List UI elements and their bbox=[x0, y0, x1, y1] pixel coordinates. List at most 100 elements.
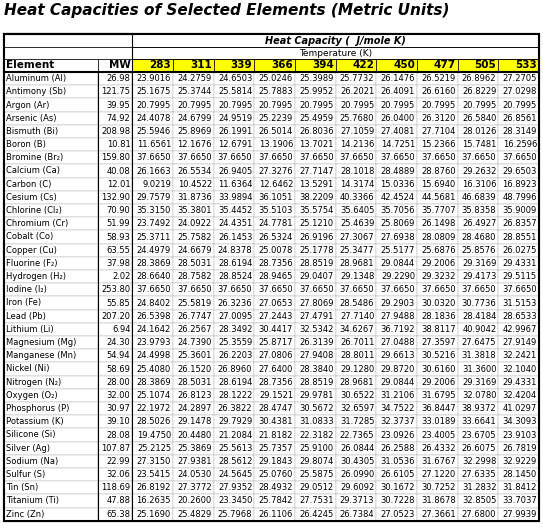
Text: 422: 422 bbox=[352, 60, 374, 70]
Bar bbox=[498, 349, 539, 363]
Text: 208.98: 208.98 bbox=[102, 127, 130, 136]
Bar bbox=[417, 191, 458, 204]
Bar bbox=[98, 178, 132, 191]
Text: 26.6075: 26.6075 bbox=[462, 444, 496, 453]
Text: 26.9405: 26.9405 bbox=[218, 166, 252, 175]
Text: 505: 505 bbox=[475, 60, 496, 70]
Text: 37.6650: 37.6650 bbox=[340, 153, 374, 162]
Bar bbox=[295, 138, 336, 151]
Text: 26.8561: 26.8561 bbox=[502, 114, 537, 123]
Text: 25.1675: 25.1675 bbox=[137, 87, 171, 96]
Text: 28.3869: 28.3869 bbox=[136, 378, 171, 387]
Bar bbox=[98, 508, 132, 521]
Bar bbox=[214, 389, 254, 402]
Bar bbox=[214, 336, 254, 349]
Bar bbox=[132, 244, 173, 257]
Text: 37.6650: 37.6650 bbox=[299, 285, 334, 294]
Bar bbox=[295, 85, 336, 99]
Bar bbox=[173, 191, 214, 204]
Bar bbox=[4, 112, 98, 125]
Text: 28.8519: 28.8519 bbox=[299, 378, 334, 387]
Bar bbox=[254, 85, 295, 99]
Text: 33.7037: 33.7037 bbox=[502, 497, 537, 506]
Text: Cesium (Cs): Cesium (Cs) bbox=[6, 193, 57, 202]
Text: 24.8402: 24.8402 bbox=[137, 298, 171, 307]
Text: 30.97: 30.97 bbox=[106, 404, 130, 413]
Bar bbox=[98, 99, 132, 112]
Bar bbox=[498, 217, 539, 231]
Bar bbox=[254, 138, 295, 151]
Text: 26.6160: 26.6160 bbox=[421, 87, 456, 96]
Bar bbox=[498, 415, 539, 428]
Bar bbox=[498, 204, 539, 217]
Bar bbox=[254, 72, 295, 85]
Text: 29.7579: 29.7579 bbox=[137, 193, 171, 202]
Bar bbox=[376, 125, 417, 138]
Bar bbox=[376, 270, 417, 283]
Bar bbox=[98, 441, 132, 455]
Bar bbox=[173, 402, 214, 415]
Text: 28.6640: 28.6640 bbox=[136, 272, 171, 281]
Bar bbox=[376, 310, 417, 323]
Bar bbox=[498, 164, 539, 178]
Bar bbox=[458, 270, 498, 283]
Text: 30.7228: 30.7228 bbox=[381, 497, 415, 506]
Bar bbox=[376, 99, 417, 112]
Text: 29.0407: 29.0407 bbox=[299, 272, 334, 281]
Bar bbox=[458, 428, 498, 441]
Text: 32.6597: 32.6597 bbox=[340, 404, 374, 413]
Text: 27.4791: 27.4791 bbox=[299, 312, 334, 321]
Bar bbox=[214, 468, 254, 481]
Text: 29.1521: 29.1521 bbox=[259, 391, 293, 400]
Bar bbox=[254, 231, 295, 244]
Bar bbox=[4, 164, 98, 178]
Text: 27.9939: 27.9939 bbox=[503, 510, 537, 519]
Bar bbox=[376, 389, 417, 402]
Bar bbox=[376, 85, 417, 99]
Bar bbox=[98, 283, 132, 296]
Text: 20.7995: 20.7995 bbox=[421, 101, 456, 110]
Text: 31.8412: 31.8412 bbox=[503, 483, 537, 492]
Text: 32.0780: 32.0780 bbox=[462, 391, 496, 400]
Bar bbox=[4, 178, 98, 191]
Text: 30.4417: 30.4417 bbox=[258, 325, 293, 334]
Bar bbox=[173, 415, 214, 428]
Text: 25.4639: 25.4639 bbox=[340, 219, 374, 228]
Bar bbox=[295, 191, 336, 204]
Bar bbox=[417, 59, 458, 72]
Bar bbox=[4, 468, 98, 481]
Text: 31.3818: 31.3818 bbox=[462, 351, 496, 360]
Bar bbox=[132, 270, 173, 283]
Text: 28.5612: 28.5612 bbox=[218, 457, 252, 466]
Text: 20.2600: 20.2600 bbox=[178, 497, 212, 506]
Bar bbox=[458, 59, 498, 72]
Bar bbox=[376, 336, 417, 349]
Text: 25.3989: 25.3989 bbox=[299, 74, 334, 83]
Text: Aluminum (Al): Aluminum (Al) bbox=[6, 74, 66, 83]
Text: 27.9352: 27.9352 bbox=[218, 483, 252, 492]
Bar bbox=[336, 178, 376, 191]
Text: 25.7842: 25.7842 bbox=[258, 497, 293, 506]
Bar bbox=[214, 72, 254, 85]
Bar bbox=[295, 99, 336, 112]
Bar bbox=[173, 151, 214, 164]
Bar bbox=[254, 323, 295, 336]
Text: 27.0095: 27.0095 bbox=[218, 312, 252, 321]
Bar bbox=[132, 34, 539, 47]
Bar bbox=[458, 349, 498, 363]
Bar bbox=[173, 296, 214, 310]
Bar bbox=[458, 72, 498, 85]
Text: 30.5672: 30.5672 bbox=[299, 404, 334, 413]
Text: 65.38: 65.38 bbox=[106, 510, 130, 519]
Text: 37.98: 37.98 bbox=[106, 259, 130, 268]
Bar bbox=[254, 336, 295, 349]
Bar bbox=[173, 455, 214, 468]
Bar bbox=[498, 151, 539, 164]
Text: 26.1991: 26.1991 bbox=[218, 127, 252, 136]
Bar bbox=[417, 231, 458, 244]
Text: 70.90: 70.90 bbox=[106, 206, 130, 215]
Bar bbox=[132, 257, 173, 270]
Text: 29.3169: 29.3169 bbox=[462, 259, 496, 268]
Text: 29.0844: 29.0844 bbox=[381, 259, 415, 268]
Text: 29.0512: 29.0512 bbox=[300, 483, 334, 492]
